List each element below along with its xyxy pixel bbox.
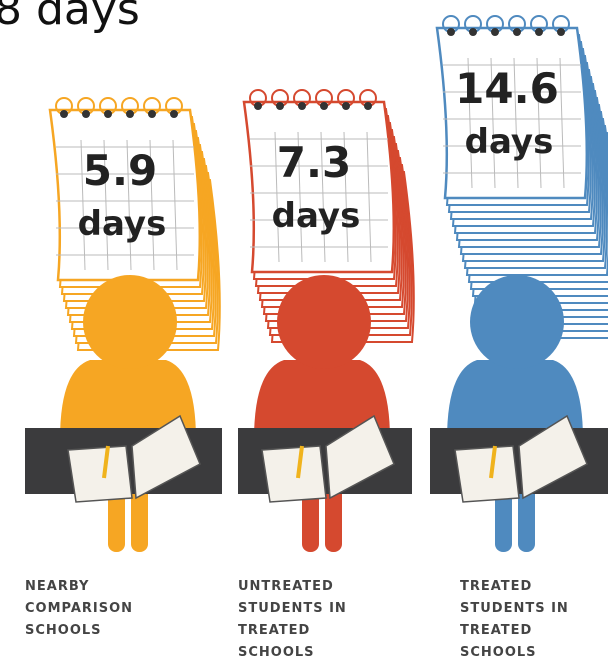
calendar-grid [513,57,519,189]
figure-label: TREATED [460,623,532,638]
header-title: 8 days [0,0,140,35]
calendar-hole [276,102,284,110]
figure-label: COMPARISON [25,601,133,616]
calendar-grid [274,131,280,263]
calendar-grid [172,139,178,271]
calendar-hole [104,110,112,118]
figure-label: TREATED [460,579,532,594]
calendar-hole [469,28,477,36]
figure-label: STUDENTS IN [238,601,347,616]
day-unit: days [272,196,361,236]
head [470,275,564,369]
calendar-grid [559,57,565,189]
calendar-hole [60,110,68,118]
figure: 7.3 days UNTREATED STUDENTS IN TREATED SCHOOL… [238,89,415,658]
calendar-hole [320,102,328,110]
calendar-grid [297,131,303,263]
day-value: 7.3 [277,138,351,187]
calendar-hole [254,102,262,110]
calendar-hole [298,102,306,110]
calendar-hole [126,110,134,118]
figure-label: SCHOOLS [238,645,315,658]
calendar-grid [536,57,542,189]
calendar-hole [447,28,455,36]
pencil [296,445,304,479]
day-unit: days [78,204,167,244]
calendar-hole [342,102,350,110]
calendar-hole [513,28,521,36]
calendar-grid [320,131,326,263]
day-unit: days [465,122,554,162]
head [277,275,371,369]
day-value: 14.6 [455,64,559,113]
calendar-grid [343,131,349,263]
pencil [489,445,497,479]
calendar-grid [126,139,132,271]
calendar-grid [103,139,109,271]
calendar-grid [149,139,155,271]
calendar-grid [366,131,372,263]
calendar-hole [170,110,178,118]
figure-label: STUDENTS IN [460,601,569,616]
figure-label: NEARBY [25,579,89,594]
calendar-hole [557,28,565,36]
body [254,360,390,440]
calendar-hole [491,28,499,36]
figure-label: TREATED [238,623,310,638]
calendar-grid [80,139,86,271]
calendar-hole [82,110,90,118]
calendar-hole [148,110,156,118]
body [60,360,196,440]
calendar-hole [535,28,543,36]
figure-label: UNTREATED [238,579,334,594]
figure-label: SCHOOLS [460,645,537,658]
day-value: 5.9 [83,146,157,195]
figure: 5.9 days NEARBY COMPARISON SCHOOLS [25,97,222,638]
calendar-grid [490,57,496,189]
calendar-hole [364,102,372,110]
body [447,360,583,440]
pencil [102,445,110,479]
figure-label: SCHOOLS [25,623,102,638]
head [83,275,177,369]
figure: 14.6 days TREATED STUDENTS IN TREATED SCHOOLS [430,15,608,658]
calendar-grid [467,57,473,189]
